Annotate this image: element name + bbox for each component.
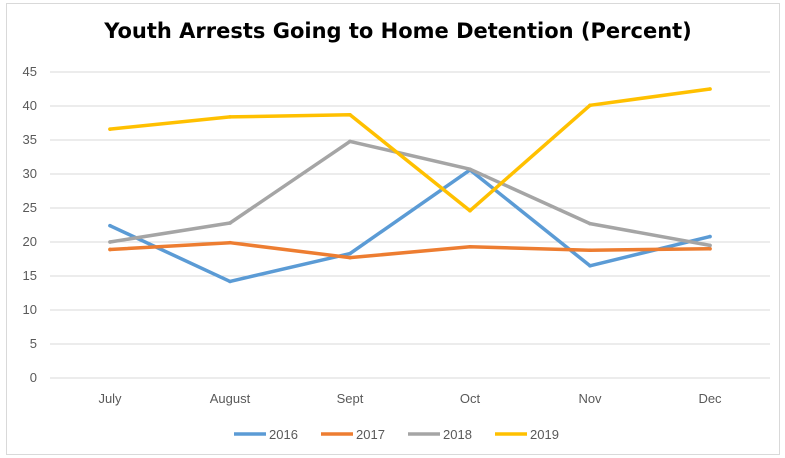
legend-label-2016: 2016	[269, 427, 298, 442]
chart-title: Youth Arrests Going to Home Detention (P…	[103, 19, 692, 43]
chart-frame	[6, 3, 780, 455]
y-tick-label: 15	[23, 268, 37, 283]
x-tick-label: August	[210, 391, 251, 406]
legend-label-2019: 2019	[530, 427, 559, 442]
x-axis-ticks: July August Sept Oct Nov Dec	[98, 391, 722, 406]
data-point-2016	[588, 264, 592, 268]
series-line-2019	[108, 87, 712, 213]
data-point-2016	[708, 234, 712, 239]
y-tick-label: 5	[30, 336, 37, 351]
data-point-2018	[588, 221, 592, 226]
y-tick-label: 35	[23, 132, 37, 147]
data-point-2018	[228, 221, 232, 225]
series-line-2016	[108, 168, 712, 284]
x-tick-label: Oct	[460, 391, 481, 406]
data-point-2016	[108, 223, 112, 228]
x-tick-label: July	[98, 391, 122, 406]
y-axis-ticks: 0 5 10 15 20 25 30 35 40 45	[23, 64, 37, 385]
y-tick-label: 30	[23, 166, 37, 181]
data-point-2017	[468, 244, 472, 249]
series-line-2018	[108, 139, 712, 248]
data-point-2017	[108, 247, 112, 252]
x-tick-label: Sept	[337, 391, 364, 406]
y-tick-label: 25	[23, 200, 37, 215]
y-tick-label: 0	[30, 370, 37, 385]
legend-label-2017: 2017	[356, 427, 385, 442]
data-point-2017	[348, 255, 352, 260]
data-point-2017	[588, 248, 592, 252]
data-point-2019	[108, 127, 112, 131]
series-lines	[108, 87, 712, 284]
y-tick-label: 20	[23, 234, 37, 249]
legend: 2016 2017 2018 2019	[234, 427, 559, 442]
data-point-2016	[348, 251, 352, 256]
grid-lines	[50, 71, 770, 379]
data-point-2018	[708, 243, 712, 248]
data-point-2018	[108, 240, 112, 244]
data-point-2016	[228, 279, 232, 284]
x-tick-label: Nov	[578, 391, 602, 406]
data-point-2017	[708, 247, 712, 251]
x-tick-label: Dec	[698, 391, 722, 406]
y-tick-label: 40	[23, 98, 37, 113]
data-point-2017	[228, 240, 232, 245]
y-tick-label: 45	[23, 64, 37, 79]
data-point-2019	[228, 115, 232, 119]
legend-label-2018: 2018	[443, 427, 472, 442]
y-tick-label: 10	[23, 302, 37, 317]
data-point-2019	[708, 87, 712, 91]
data-point-2019	[468, 208, 472, 213]
data-point-2018	[348, 139, 352, 144]
data-point-2018	[468, 167, 472, 172]
data-point-2019	[348, 113, 352, 117]
series-line-2017	[108, 240, 712, 260]
data-point-2019	[588, 103, 592, 108]
